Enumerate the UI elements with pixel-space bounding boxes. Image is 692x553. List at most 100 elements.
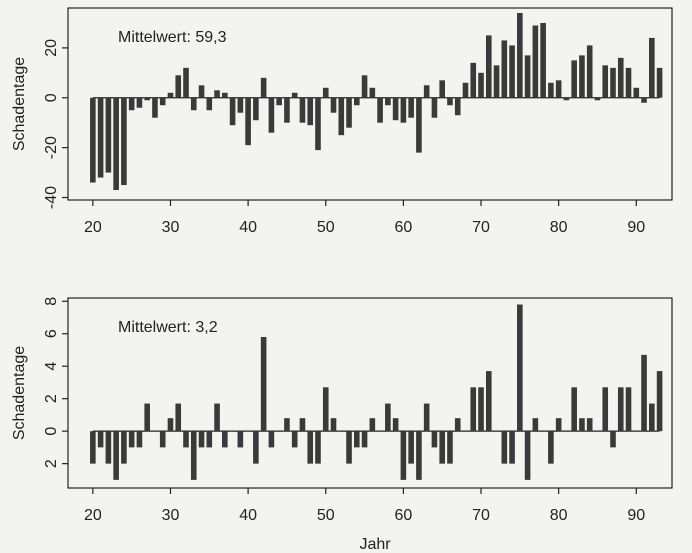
y-tick-label: 4 bbox=[43, 362, 60, 371]
bar bbox=[563, 97, 570, 101]
bar bbox=[431, 97, 438, 118]
bar bbox=[548, 82, 554, 98]
bar bbox=[152, 97, 158, 118]
bar bbox=[369, 418, 376, 432]
bar bbox=[509, 431, 515, 464]
x-tick-label: 60 bbox=[394, 507, 412, 524]
bar bbox=[159, 97, 166, 106]
y-tick-label: 2 bbox=[43, 394, 60, 403]
bar bbox=[315, 431, 321, 464]
x-tick-label: 60 bbox=[394, 219, 412, 236]
bar bbox=[284, 97, 290, 123]
bar bbox=[253, 431, 259, 464]
bar bbox=[524, 55, 531, 98]
bar bbox=[237, 97, 244, 113]
x-tick-label: 20 bbox=[84, 219, 102, 236]
bar bbox=[501, 40, 508, 98]
bar bbox=[144, 97, 150, 101]
bar bbox=[237, 431, 244, 448]
bar bbox=[284, 418, 290, 432]
bar bbox=[400, 97, 407, 123]
bar bbox=[594, 97, 601, 101]
y-tick-label: 0 bbox=[43, 427, 60, 436]
bar bbox=[136, 97, 143, 108]
bar bbox=[656, 67, 663, 98]
bar bbox=[190, 431, 197, 480]
bar bbox=[532, 418, 539, 432]
bar bbox=[649, 37, 655, 98]
bar bbox=[517, 304, 523, 432]
x-tick-label: 80 bbox=[550, 507, 568, 524]
x-tick-label: 70 bbox=[472, 219, 490, 236]
x-tick-label: 50 bbox=[317, 507, 335, 524]
plot-frame bbox=[67, 7, 673, 201]
bar bbox=[447, 431, 453, 464]
bar bbox=[579, 55, 585, 98]
x-tick-label: 30 bbox=[162, 219, 180, 236]
y-tick-label: 0 bbox=[43, 93, 60, 102]
bar bbox=[641, 97, 647, 103]
bar bbox=[121, 431, 127, 464]
plot-frame bbox=[67, 297, 673, 489]
bar bbox=[128, 97, 135, 111]
y-tick-label: -20 bbox=[43, 136, 60, 159]
bar bbox=[408, 431, 414, 464]
bar bbox=[524, 431, 531, 480]
bar bbox=[113, 97, 119, 191]
bar bbox=[602, 387, 609, 432]
bar bbox=[641, 354, 647, 432]
bar bbox=[400, 431, 407, 480]
bar bbox=[354, 97, 360, 106]
bar bbox=[128, 431, 135, 448]
bar bbox=[299, 97, 306, 123]
bar bbox=[167, 418, 174, 432]
y-tick-label: 6 bbox=[43, 329, 60, 338]
annotation: Mittelwert: 3,2 bbox=[118, 319, 218, 336]
bar bbox=[555, 418, 562, 432]
bar bbox=[555, 80, 562, 98]
x-tick-label: 40 bbox=[239, 219, 257, 236]
bar bbox=[416, 97, 422, 153]
bar bbox=[431, 431, 438, 448]
x-tick-label: 30 bbox=[162, 507, 180, 524]
bar bbox=[532, 25, 539, 98]
bar bbox=[105, 431, 112, 464]
bar bbox=[229, 97, 236, 126]
bar bbox=[159, 431, 166, 448]
bar bbox=[183, 67, 189, 98]
annotation: Mittelwert: 59,3 bbox=[118, 29, 227, 46]
bar bbox=[222, 92, 228, 98]
bar bbox=[144, 403, 150, 432]
bar bbox=[322, 87, 329, 98]
bar bbox=[260, 336, 267, 432]
y-tick-label: -40 bbox=[43, 186, 60, 209]
bar bbox=[245, 97, 251, 146]
bar bbox=[198, 85, 205, 98]
bar bbox=[408, 97, 414, 118]
bar bbox=[136, 431, 143, 448]
bar bbox=[478, 387, 484, 432]
x-tick-label: 80 bbox=[550, 219, 568, 236]
bar bbox=[97, 431, 104, 448]
bar bbox=[377, 97, 383, 123]
bar bbox=[307, 97, 314, 126]
x-tick-label: 20 bbox=[84, 507, 102, 524]
bar bbox=[167, 92, 174, 98]
y-axis-label: Schadentage bbox=[11, 57, 28, 151]
bar bbox=[90, 431, 96, 464]
bar bbox=[385, 403, 391, 432]
bar bbox=[602, 65, 609, 98]
bar bbox=[485, 35, 492, 98]
bar bbox=[175, 403, 182, 432]
bar bbox=[276, 97, 282, 106]
bar bbox=[322, 387, 329, 432]
bar bbox=[447, 97, 453, 106]
bar bbox=[206, 97, 213, 111]
bar bbox=[369, 87, 376, 98]
bar bbox=[198, 431, 205, 448]
bar bbox=[454, 418, 461, 432]
bar bbox=[268, 431, 275, 448]
bar bbox=[423, 403, 430, 432]
